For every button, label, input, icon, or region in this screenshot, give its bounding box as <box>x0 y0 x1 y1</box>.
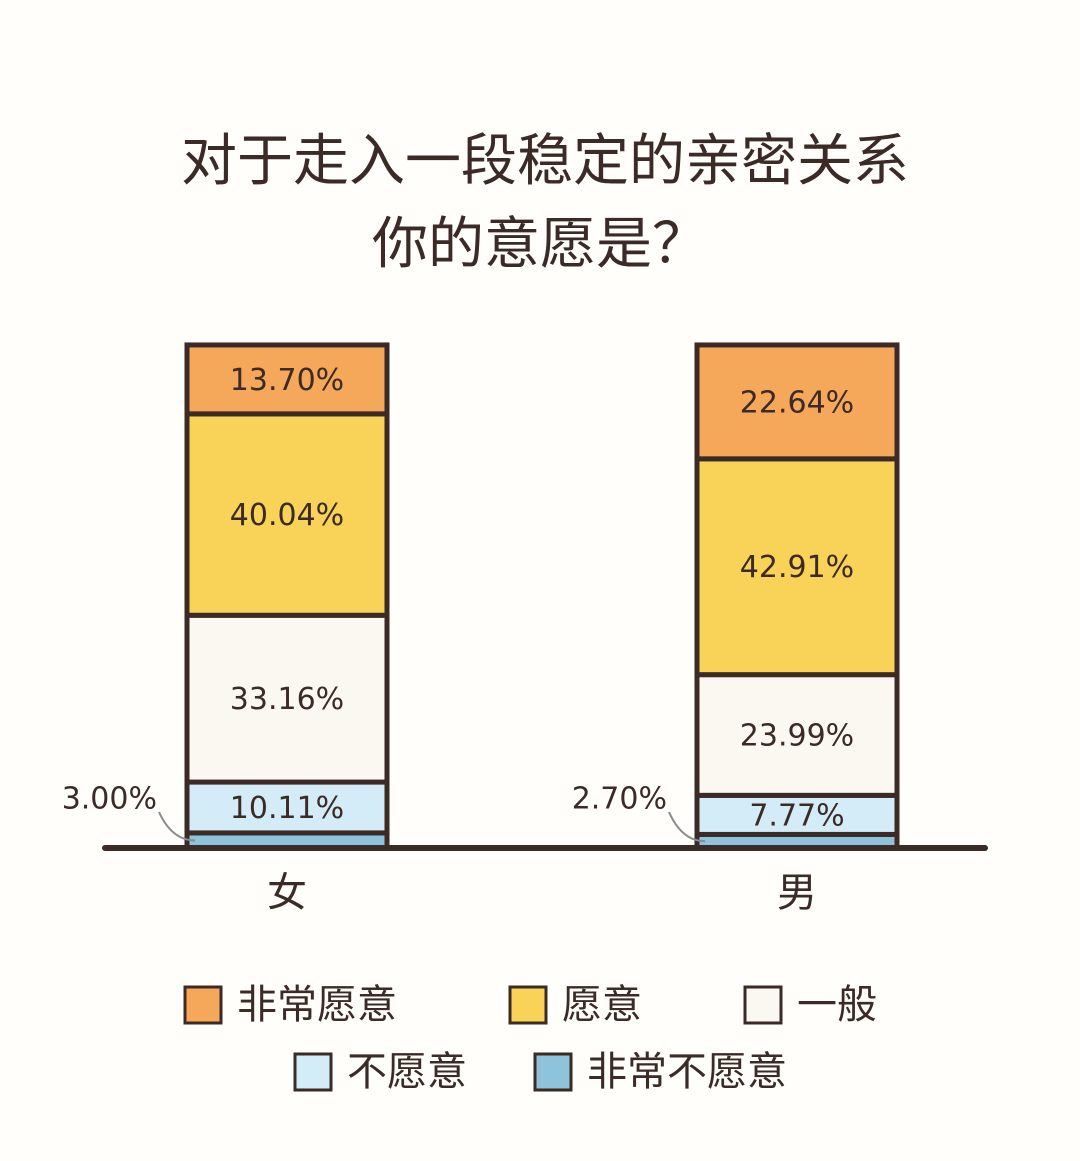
data-label: 7.77% <box>749 798 844 833</box>
bar-segment <box>184 612 390 785</box>
data-label: 42.91% <box>740 550 854 585</box>
legend-label: 愿意 <box>562 982 642 1028</box>
label-arrow <box>158 811 196 842</box>
bar-segment <box>184 411 390 618</box>
data-label: 40.04% <box>230 498 344 533</box>
bar-segment <box>184 779 390 836</box>
legend-swatch <box>183 985 223 1025</box>
data-label: 22.64% <box>740 385 854 420</box>
legend-label: 非常愿意 <box>237 982 397 1028</box>
data-label: 23.99% <box>740 719 854 754</box>
legend-swatch <box>293 1052 333 1092</box>
bar-segment <box>184 342 390 417</box>
chart-title: 对于走入一段稳定的亲密关系 <box>181 129 909 194</box>
data-label: 10.11% <box>230 791 344 826</box>
label-arrow <box>668 811 706 843</box>
legend-label: 非常不愿意 <box>587 1049 787 1095</box>
bar-segment <box>694 342 900 462</box>
legend-label: 一般 <box>797 982 877 1028</box>
data-label: 2.70% <box>572 782 667 817</box>
legend-swatch <box>508 985 548 1025</box>
data-label: 3.00% <box>62 782 157 817</box>
legend-swatch <box>533 1052 573 1092</box>
bar-segment <box>694 792 900 837</box>
x-tick-label: 男 <box>777 870 817 916</box>
legend-label: 不愿意 <box>347 1049 467 1095</box>
data-label: 33.16% <box>230 682 344 717</box>
x-tick-label: 女 <box>267 870 307 916</box>
chart-title: 你的意愿是？ <box>372 212 708 277</box>
legend-swatch <box>743 985 783 1025</box>
data-label: 13.70% <box>230 363 344 398</box>
